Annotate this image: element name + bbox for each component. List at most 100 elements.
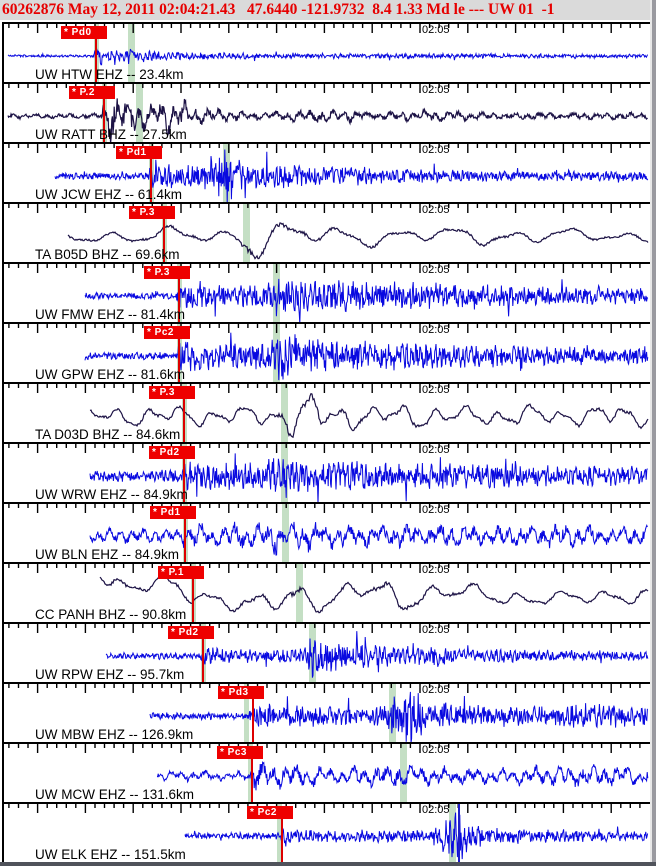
waveform-panel[interactable]: * Pd2 02:05 UW RPW EHZ -- 95.7km xyxy=(2,622,652,682)
p-pick-flag[interactable]: * Pd2 xyxy=(149,446,195,459)
p-pick-line[interactable] xyxy=(252,686,254,742)
station-label: UW ELK EHZ -- 151.5km xyxy=(35,847,186,862)
time-ruler xyxy=(8,624,641,633)
station-label: UW BLN EHZ -- 84.9km xyxy=(35,547,180,562)
seismogram-trace[interactable] xyxy=(4,744,650,802)
p-pick-flag[interactable]: * Pc3 xyxy=(217,746,263,759)
time-label: 02:05 xyxy=(422,204,450,216)
waveform-panel[interactable]: * Pc2 02:05 UW ELK EHZ -- 151.5km xyxy=(2,802,652,862)
waveform-panel[interactable]: * P.3 02:05 TA B05D BHZ -- 69.6km xyxy=(2,202,652,262)
time-label: 02:05 xyxy=(422,444,450,456)
waveform-panel[interactable]: * Pd2 02:05 UW WRW EHZ -- 84.9km xyxy=(2,442,652,502)
time-label: 02:05 xyxy=(422,384,450,396)
seismogram-trace[interactable] xyxy=(4,504,650,562)
station-label: UW JCW EHZ -- 61.4km xyxy=(35,187,182,202)
time-label: 02:05 xyxy=(422,804,450,816)
p-pick-line[interactable] xyxy=(183,386,185,442)
predicted-s-band xyxy=(273,264,280,322)
p-pick-line[interactable] xyxy=(150,146,152,202)
p-pick-line[interactable] xyxy=(183,446,185,502)
time-label: 02:05 xyxy=(422,624,450,636)
waveform-panel[interactable]: * P.2 02:05 UW RATT BHZ -- 27.5km xyxy=(2,82,652,142)
predicted-s-band xyxy=(309,624,316,682)
waveform-panel[interactable]: * P.1 02:05 CC PANH BHZ -- 90.8km xyxy=(2,562,652,622)
station-label: CC PANH BHZ -- 90.8km xyxy=(35,607,187,622)
time-ruler xyxy=(8,444,641,453)
p-pick-line[interactable] xyxy=(178,266,180,322)
p-pick-line[interactable] xyxy=(281,806,283,862)
p-pick-flag[interactable]: * Pd1 xyxy=(116,146,162,159)
time-label: 02:05 xyxy=(422,744,450,756)
station-label: UW RPW EHZ -- 95.7km xyxy=(35,667,185,682)
time-label: 02:05 xyxy=(422,564,450,576)
window-edge xyxy=(652,0,656,866)
waveform-panel[interactable]: * Pc3 02:05 UW MCW EHZ -- 131.6km xyxy=(2,742,652,802)
predicted-p-band xyxy=(277,804,282,862)
p-pick-flag[interactable]: * Pd0 xyxy=(61,26,107,39)
p-pick-flag[interactable]: * P.3 xyxy=(129,206,175,219)
p-pick-line[interactable] xyxy=(251,746,253,802)
p-pick-line[interactable] xyxy=(192,566,194,622)
waveform-panel[interactable]: * Pd1 02:05 UW BLN EHZ -- 84.9km xyxy=(2,502,652,562)
p-pick-line[interactable] xyxy=(184,506,186,562)
p-pick-flag[interactable]: * Pd2 xyxy=(168,626,214,639)
waveform-panel[interactable]: * Pd0 02:05 UW HTW EHZ -- 23.4km xyxy=(2,22,652,82)
waveform-panel[interactable]: * P.3 02:05 UW FMW EHZ -- 81.4km xyxy=(2,262,652,322)
predicted-s-band xyxy=(296,564,303,622)
p-pick-line[interactable] xyxy=(95,26,97,82)
seismogram-trace[interactable] xyxy=(4,564,650,622)
p-pick-flag[interactable]: * P.2 xyxy=(69,86,115,99)
p-pick-flag[interactable]: * P.3 xyxy=(149,386,195,399)
station-label: TA B05D BHZ -- 69.6km xyxy=(35,247,180,262)
seismogram-trace[interactable] xyxy=(4,144,650,202)
predicted-s-band xyxy=(400,744,407,802)
p-pick-flag[interactable]: * P.1 xyxy=(158,566,204,579)
station-label: UW MCW EHZ -- 131.6km xyxy=(35,787,195,802)
seismogram-trace[interactable] xyxy=(4,804,650,862)
p-pick-line[interactable] xyxy=(103,86,105,142)
waveform-panel[interactable]: * Pd3 02:05 UW MBW EHZ -- 126.9km xyxy=(2,682,652,742)
p-pick-flag[interactable]: * P.3 xyxy=(144,266,190,279)
predicted-s-band xyxy=(449,804,456,862)
station-label: UW HTW EHZ -- 23.4km xyxy=(35,67,184,82)
event-summary-bar: 60262876 May 12, 2011 02:04:21.43 47.644… xyxy=(0,0,656,20)
waveform-panel[interactable]: * Pc2 02:05 UW GPW EHZ -- 81.6km xyxy=(2,322,652,382)
time-label: 02:05 xyxy=(422,684,450,696)
time-label: 02:05 xyxy=(422,144,450,156)
station-label: UW WRW EHZ -- 84.9km xyxy=(35,487,188,502)
seismogram-trace[interactable] xyxy=(4,84,650,142)
station-label: UW GPW EHZ -- 81.6km xyxy=(35,367,186,382)
time-label: 02:05 xyxy=(422,504,450,516)
time-ruler xyxy=(8,324,641,333)
p-pick-line[interactable] xyxy=(163,206,165,262)
time-label: 02:05 xyxy=(422,264,450,276)
predicted-s-band xyxy=(281,384,288,442)
s-pick-line[interactable] xyxy=(458,804,460,862)
seismogram-trace[interactable] xyxy=(4,444,650,502)
seismogram-trace[interactable] xyxy=(4,624,650,682)
time-label: 02:05 xyxy=(422,24,450,36)
station-label: TA D03D BHZ -- 84.6km xyxy=(35,427,181,442)
waveform-panel[interactable]: * Pd1 02:05 UW JCW EHZ -- 61.4km xyxy=(2,142,652,202)
predicted-s-band xyxy=(282,504,289,562)
predicted-s-band xyxy=(128,24,135,82)
time-ruler xyxy=(8,264,641,273)
p-pick-flag[interactable]: * Pd3 xyxy=(218,686,264,699)
time-label: 02:05 xyxy=(422,324,450,336)
waveform-panel[interactable]: * P.3 02:05 TA D03D BHZ -- 84.6km xyxy=(2,382,652,442)
p-pick-flag[interactable]: * Pc2 xyxy=(144,326,190,339)
p-pick-line[interactable] xyxy=(178,326,180,382)
station-label: UW MBW EHZ -- 126.9km xyxy=(35,727,194,742)
time-ruler xyxy=(8,564,641,573)
seismogram-trace[interactable] xyxy=(4,684,650,742)
station-label: UW FMW EHZ -- 81.4km xyxy=(35,307,185,322)
window-bottom-edge xyxy=(0,862,656,866)
predicted-s-band xyxy=(273,324,280,382)
p-pick-flag[interactable]: * Pd1 xyxy=(150,506,196,519)
p-pick-line[interactable] xyxy=(202,626,204,682)
predicted-s-band xyxy=(243,204,250,262)
p-pick-flag[interactable]: * Pc2 xyxy=(247,806,293,819)
time-label: 02:05 xyxy=(422,84,450,96)
seismogram-trace[interactable] xyxy=(4,24,650,82)
